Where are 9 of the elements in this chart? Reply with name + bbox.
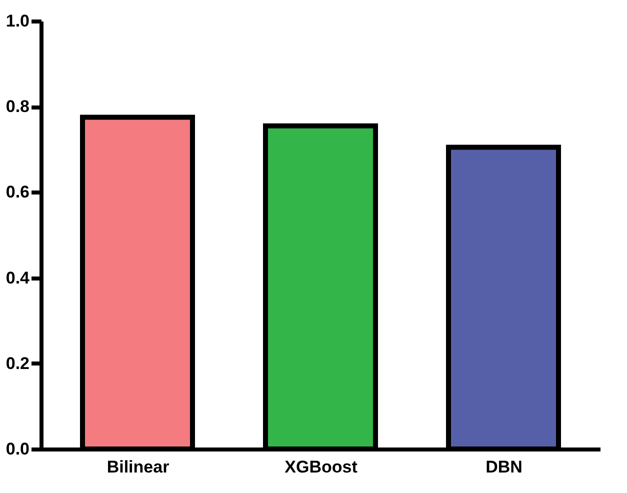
- y-tick-label: 0.8: [6, 97, 30, 116]
- x-tick-label: DBN: [486, 458, 522, 476]
- y-tick-label: 0.0: [6, 440, 30, 458]
- y-tick-label: 0.2: [6, 354, 30, 373]
- y-tick-label: 0.4: [6, 268, 30, 288]
- x-tick-label: XGBoost: [284, 458, 358, 476]
- x-tick-label: Bilinear: [106, 458, 170, 476]
- y-tick-label: 1.0: [6, 12, 30, 30]
- y-tick-label: 0.6: [6, 182, 30, 202]
